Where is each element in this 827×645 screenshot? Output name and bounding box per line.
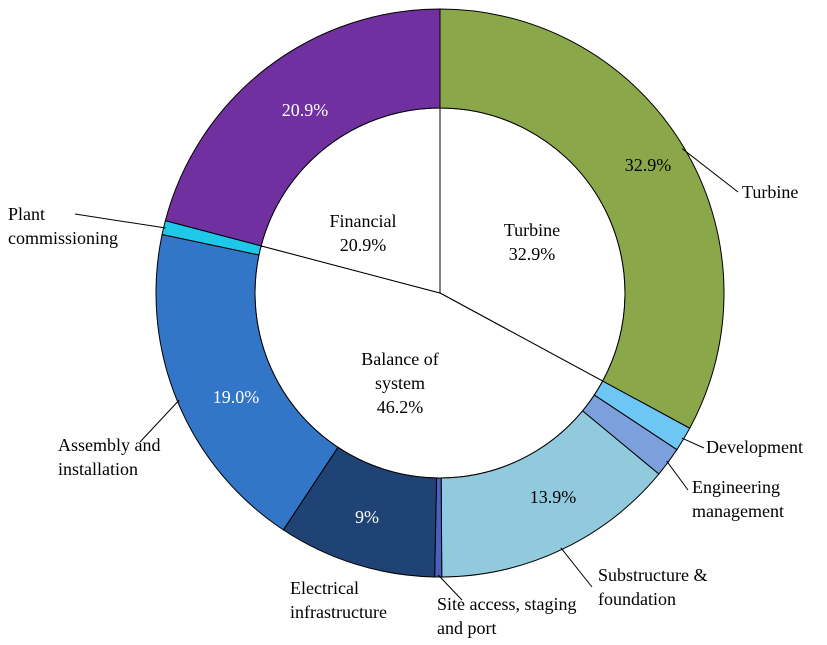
value-label: 9% — [355, 507, 379, 527]
label-line: 20.9% — [339, 235, 387, 255]
value-label: 19.0% — [212, 387, 260, 407]
label-line: 32.9% — [508, 244, 556, 264]
category-label: Turbine — [742, 182, 799, 202]
donut-segment — [439, 8, 725, 429]
category-label: Substructure & foundation — [598, 565, 708, 609]
label-line: Balance of system — [361, 349, 439, 393]
donut-segment — [155, 233, 339, 531]
leader-line — [666, 460, 689, 491]
label-line: Turbine — [503, 220, 561, 240]
category-label: Assembly and installation — [58, 435, 161, 479]
leader-line — [560, 547, 593, 588]
group-label: Financial 20.9% — [308, 209, 418, 257]
category-label: Electrical infrastructure — [290, 578, 387, 622]
value-label: 20.9% — [281, 100, 329, 120]
leader-line — [437, 574, 463, 601]
category-label: Engineering management — [692, 477, 784, 521]
label-line: 46.2% — [376, 397, 424, 417]
value-label: 13.9% — [529, 487, 577, 507]
donut-segment — [164, 8, 441, 247]
label-line: Financial — [329, 211, 397, 231]
leader-line — [681, 437, 705, 449]
value-label: 32.9% — [624, 155, 672, 175]
category-label: Plant commissioning — [8, 204, 119, 248]
leader-line — [74, 213, 166, 229]
leader-line — [681, 148, 739, 193]
category-label: Development — [706, 437, 803, 457]
group-label: Balance of system 46.2% — [345, 347, 455, 419]
category-label: Site access, staging and port — [437, 594, 577, 638]
group-label: Turbine 32.9% — [477, 218, 587, 266]
leader-line — [139, 399, 180, 443]
